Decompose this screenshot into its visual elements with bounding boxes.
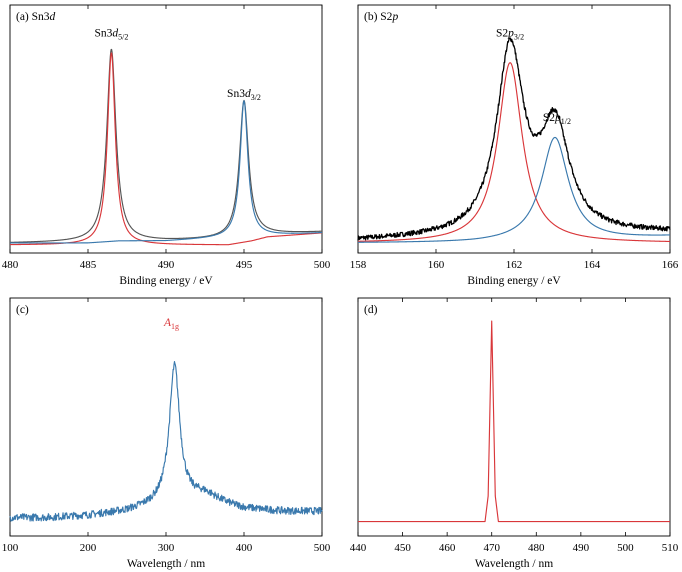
series-line-2 xyxy=(357,136,671,243)
panel-title: (c) xyxy=(16,304,29,316)
x-tick-label: 440 xyxy=(350,542,367,554)
plot-frame xyxy=(357,297,671,537)
panel-title: (b) S2p xyxy=(364,11,398,23)
x-axis-label: Binding energy / eV xyxy=(467,275,561,287)
x-tick-label: 480 xyxy=(528,542,545,554)
x-tick-label: 490 xyxy=(158,259,175,271)
x-tick-label: 480 xyxy=(2,259,19,271)
series-line-0 xyxy=(358,320,670,523)
x-axis-label: Binding energy / eV xyxy=(119,275,213,287)
x-tick-label: 200 xyxy=(80,542,97,554)
chart-panel-3: 440 450 460 470 480 490 500 510 Wavelength / nm (… xyxy=(350,297,679,570)
x-tick-label: 485 xyxy=(80,259,97,271)
x-tick-label: 460 xyxy=(439,542,456,554)
peak-annotation: Sn3d5/2 xyxy=(94,28,128,42)
x-tick-label: 510 xyxy=(662,542,679,554)
series-line-2 xyxy=(9,100,323,244)
x-tick-label: 164 xyxy=(584,259,601,271)
peak-annotation: A1g xyxy=(163,317,179,331)
x-tick-label: 162 xyxy=(506,259,523,271)
peak-annotation: Sn3d3/2 xyxy=(227,88,261,102)
peak-annotation: S2p3/2 xyxy=(496,28,524,42)
x-tick-label: 158 xyxy=(350,259,367,271)
chart-panel-2: 100 200 300 400 500 Wavelength / nm (c) A1g xyxy=(2,297,331,570)
chart-panel-1: 158 160 162 164 166 Binding energy / eV (b) S2… xyxy=(350,4,679,287)
x-tick-label: 500 xyxy=(617,542,634,554)
x-tick-label: 500 xyxy=(314,542,331,554)
plot-frame xyxy=(357,4,671,254)
x-tick-label: 400 xyxy=(236,542,253,554)
series-line-0 xyxy=(357,37,671,241)
x-tick-label: 166 xyxy=(662,259,679,271)
x-tick-label: 100 xyxy=(2,542,19,554)
series-line-1 xyxy=(357,62,671,243)
panel-title: (d) xyxy=(364,304,378,316)
x-tick-label: 495 xyxy=(236,259,253,271)
x-axis-label: Wavelength / nm xyxy=(475,558,553,570)
plot-frame xyxy=(9,4,323,254)
plot-frame xyxy=(9,297,323,537)
x-axis-label: Wavelength / nm xyxy=(127,558,205,570)
x-tick-label: 160 xyxy=(428,259,445,271)
series-line-0 xyxy=(9,360,323,522)
x-tick-label: 300 xyxy=(158,542,175,554)
series-line-1 xyxy=(9,52,323,246)
panel-title: (a) Sn3d xyxy=(16,11,56,23)
x-tick-label: 450 xyxy=(394,542,411,554)
x-tick-label: 470 xyxy=(483,542,500,554)
chart-panel-0: 480 485 490 495 500 Binding energy / eV (a) Sn… xyxy=(2,4,331,287)
series-line-0 xyxy=(9,48,323,243)
x-tick-label: 500 xyxy=(314,259,331,271)
x-tick-label: 490 xyxy=(573,542,590,554)
peak-annotation: S2p1/2 xyxy=(543,112,571,126)
